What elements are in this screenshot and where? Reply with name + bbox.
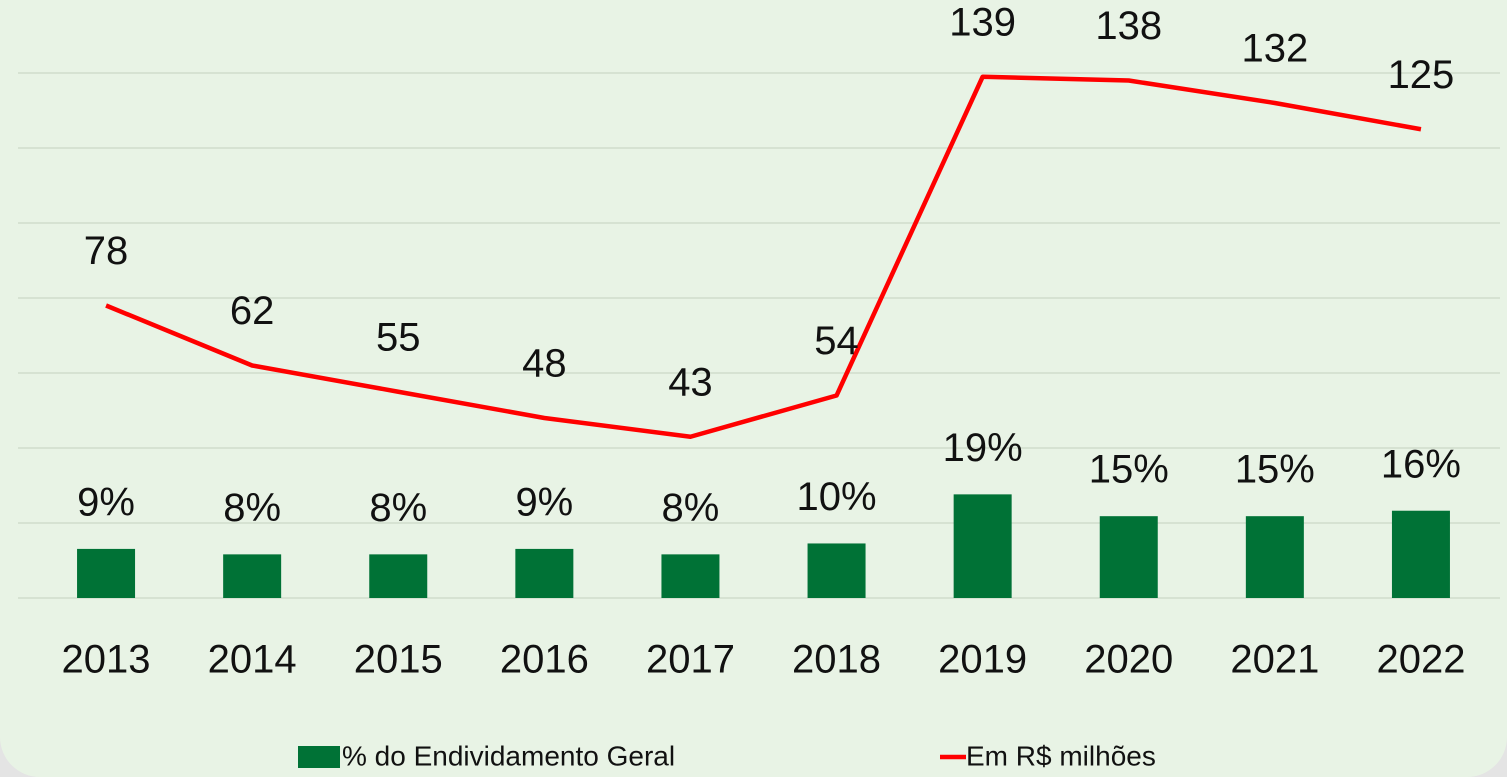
data-label: 55 bbox=[376, 315, 421, 359]
bar bbox=[77, 548, 136, 598]
bar bbox=[1391, 510, 1450, 598]
data-label: 15% bbox=[1089, 448, 1169, 492]
data-label: 139 bbox=[949, 0, 1016, 44]
bar bbox=[223, 554, 282, 598]
data-label: 8% bbox=[662, 486, 720, 530]
bar bbox=[661, 554, 720, 598]
data-label: 16% bbox=[1381, 442, 1461, 486]
bar bbox=[807, 543, 866, 598]
data-label: 48 bbox=[522, 342, 567, 386]
x-tick-label: 2016 bbox=[500, 638, 589, 682]
data-label: 62 bbox=[230, 289, 275, 333]
data-label: 15% bbox=[1235, 448, 1315, 492]
data-label: 54 bbox=[814, 319, 859, 363]
data-label: 138 bbox=[1095, 4, 1162, 48]
data-label: 132 bbox=[1241, 27, 1308, 71]
line bbox=[105, 74, 1422, 439]
data-label: 9% bbox=[77, 480, 135, 524]
data-label: 19% bbox=[943, 426, 1023, 470]
data-label: 10% bbox=[797, 475, 877, 519]
data-label: 9% bbox=[515, 480, 573, 524]
data-label: 78 bbox=[84, 229, 129, 273]
x-tick-label: 2017 bbox=[646, 638, 735, 682]
x-tick-label: 2019 bbox=[938, 638, 1027, 682]
legend-swatch bbox=[298, 746, 340, 768]
data-label: 8% bbox=[369, 486, 427, 530]
legend-label: Em R$ milhões bbox=[966, 740, 1156, 771]
bar bbox=[369, 554, 428, 598]
x-tick-label: 2022 bbox=[1376, 638, 1465, 682]
data-label: 8% bbox=[223, 486, 281, 530]
bar bbox=[953, 494, 1012, 598]
data-label: 43 bbox=[668, 360, 713, 404]
x-tick-label: 2013 bbox=[62, 638, 151, 682]
data-label: 125 bbox=[1388, 53, 1455, 97]
x-tick-label: 2018 bbox=[792, 638, 881, 682]
bar bbox=[515, 548, 574, 598]
x-tick-label: 2014 bbox=[208, 638, 297, 682]
bar bbox=[1245, 516, 1304, 598]
x-tick-label: 2015 bbox=[354, 638, 443, 682]
x-tick-label: 2020 bbox=[1084, 638, 1173, 682]
x-tick-label: 2021 bbox=[1230, 638, 1319, 682]
bar bbox=[1099, 516, 1158, 598]
legend-label: % do Endividamento Geral bbox=[342, 740, 675, 771]
